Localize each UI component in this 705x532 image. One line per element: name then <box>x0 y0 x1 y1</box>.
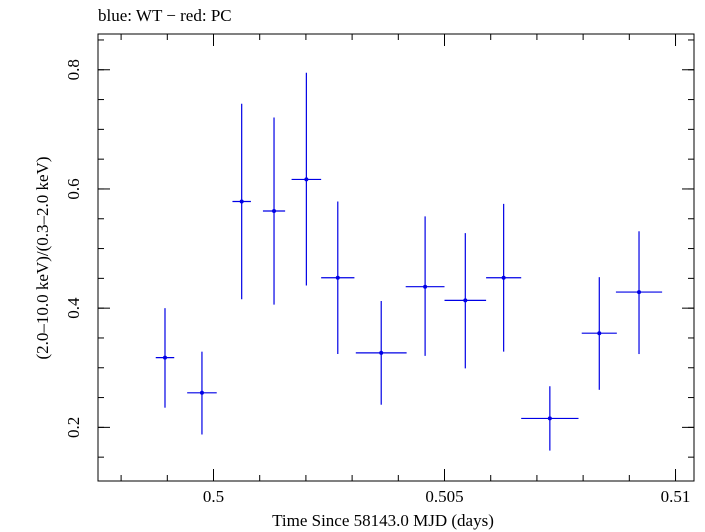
data-point <box>262 117 286 305</box>
data-point <box>291 72 322 286</box>
point-marker <box>501 275 506 280</box>
y-tick-label: 0.8 <box>64 59 83 80</box>
plot-frame <box>97 33 695 482</box>
y-tick-label: 0.2 <box>64 417 83 438</box>
data-point <box>486 203 522 352</box>
y-tick-label: 0.6 <box>64 178 83 199</box>
y-tick-label: 0.4 <box>64 297 83 319</box>
point-marker <box>335 275 340 280</box>
data-point <box>581 277 617 390</box>
point-marker <box>304 177 309 182</box>
data-point <box>321 201 355 355</box>
data-point <box>232 103 251 300</box>
data-point <box>187 351 217 435</box>
x-tick-label: 0.505 <box>425 487 463 506</box>
point-marker <box>463 298 468 303</box>
chart-title: blue: WT − red: PC <box>98 6 232 25</box>
point-marker <box>423 284 428 289</box>
y-axis-label: (2.0–10.0 keV)/(0.3–2.0 keV) <box>33 156 52 359</box>
series-layer <box>155 72 663 451</box>
data-point <box>155 308 175 408</box>
point-marker <box>199 390 204 395</box>
point-marker <box>547 416 552 421</box>
data-point <box>355 301 407 405</box>
point-marker <box>272 209 277 214</box>
point-marker <box>379 350 384 355</box>
data-point <box>615 231 663 355</box>
point-marker <box>239 199 244 204</box>
point-marker <box>637 290 642 295</box>
point-marker <box>162 355 167 360</box>
x-axis-label: Time Since 58143.0 MJD (days) <box>272 511 494 530</box>
data-point <box>444 233 487 369</box>
x-tick-label: 0.51 <box>661 487 691 506</box>
axes: 0.5 0.505 0.51 0.2 0.4 0.6 0.8 <box>64 34 694 506</box>
data-point <box>405 216 445 356</box>
point-marker <box>597 331 602 336</box>
x-tick-label: 0.5 <box>203 487 224 506</box>
data-point <box>521 386 579 451</box>
series-wt <box>155 72 663 451</box>
